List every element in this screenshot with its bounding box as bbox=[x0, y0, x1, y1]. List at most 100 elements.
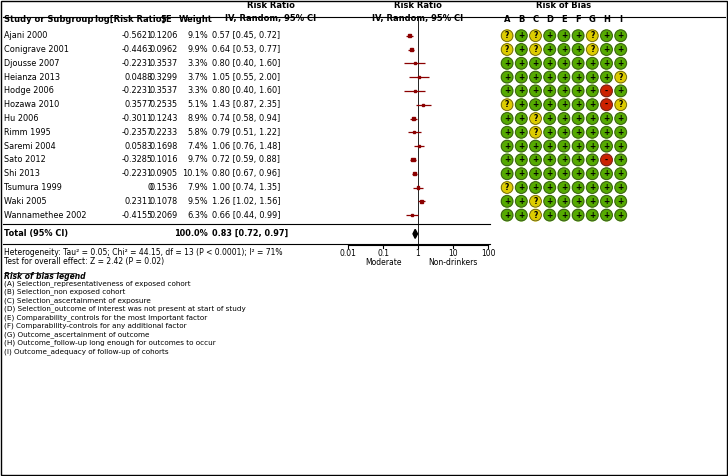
Circle shape bbox=[601, 71, 612, 83]
Text: 0.3577: 0.3577 bbox=[125, 100, 153, 109]
Circle shape bbox=[502, 85, 513, 97]
Bar bbox=[411, 159, 414, 161]
Circle shape bbox=[572, 140, 584, 152]
Text: ?: ? bbox=[534, 197, 538, 206]
Bar bbox=[416, 186, 419, 189]
Circle shape bbox=[587, 182, 598, 193]
Text: -0.4463: -0.4463 bbox=[122, 45, 153, 54]
Circle shape bbox=[601, 168, 612, 179]
Text: +: + bbox=[561, 169, 567, 178]
Circle shape bbox=[572, 209, 584, 221]
Text: 0.01: 0.01 bbox=[339, 249, 357, 258]
Circle shape bbox=[572, 30, 584, 41]
Text: -: - bbox=[605, 155, 608, 164]
Text: 0.1: 0.1 bbox=[377, 249, 389, 258]
Circle shape bbox=[502, 113, 513, 124]
Circle shape bbox=[601, 154, 612, 166]
Text: +: + bbox=[532, 73, 539, 81]
Text: +: + bbox=[575, 87, 581, 95]
Circle shape bbox=[530, 127, 542, 138]
Circle shape bbox=[558, 71, 570, 83]
Text: +: + bbox=[575, 73, 581, 81]
Circle shape bbox=[515, 168, 527, 179]
Text: +: + bbox=[589, 87, 596, 95]
Text: +: + bbox=[617, 87, 624, 95]
Circle shape bbox=[544, 30, 555, 41]
Circle shape bbox=[530, 182, 542, 193]
Text: +: + bbox=[504, 128, 510, 137]
Text: 0.1698: 0.1698 bbox=[150, 141, 178, 150]
Text: 9.7%: 9.7% bbox=[187, 155, 208, 164]
Circle shape bbox=[572, 154, 584, 166]
Text: 3.3%: 3.3% bbox=[187, 87, 208, 95]
Text: +: + bbox=[547, 197, 553, 206]
Bar bbox=[418, 76, 420, 78]
Text: IV, Random, 95% CI: IV, Random, 95% CI bbox=[373, 14, 464, 23]
Text: Study or Subgroup: Study or Subgroup bbox=[4, 14, 93, 23]
Text: I: I bbox=[620, 14, 622, 23]
Text: ?: ? bbox=[505, 183, 510, 192]
Text: +: + bbox=[604, 73, 609, 81]
Text: +: + bbox=[617, 210, 624, 219]
Text: +: + bbox=[532, 87, 539, 95]
Circle shape bbox=[515, 44, 527, 55]
Text: 0.2535: 0.2535 bbox=[150, 100, 178, 109]
Text: Heianza 2013: Heianza 2013 bbox=[4, 73, 60, 81]
Text: ?: ? bbox=[534, 210, 538, 219]
Bar bbox=[414, 90, 416, 92]
Text: +: + bbox=[617, 197, 624, 206]
Circle shape bbox=[601, 127, 612, 138]
Text: -0.2357: -0.2357 bbox=[122, 128, 153, 137]
Text: 3.7%: 3.7% bbox=[187, 73, 208, 81]
Text: +: + bbox=[518, 128, 524, 137]
Circle shape bbox=[558, 44, 570, 55]
Circle shape bbox=[587, 58, 598, 69]
Text: +: + bbox=[604, 183, 609, 192]
Text: +: + bbox=[604, 114, 609, 123]
Circle shape bbox=[558, 154, 570, 166]
Text: 3.3%: 3.3% bbox=[187, 59, 208, 68]
Circle shape bbox=[558, 168, 570, 179]
Circle shape bbox=[587, 154, 598, 166]
Text: 0.2233: 0.2233 bbox=[150, 128, 178, 137]
Circle shape bbox=[615, 99, 627, 110]
Circle shape bbox=[544, 71, 555, 83]
Text: 0.1206: 0.1206 bbox=[150, 31, 178, 40]
Text: 0.2069: 0.2069 bbox=[150, 210, 178, 219]
Text: -0.5621: -0.5621 bbox=[122, 31, 153, 40]
Text: Sato 2012: Sato 2012 bbox=[4, 155, 46, 164]
Circle shape bbox=[587, 71, 598, 83]
Circle shape bbox=[558, 113, 570, 124]
Circle shape bbox=[515, 140, 527, 152]
Text: 0.79 [0.51, 1.22]: 0.79 [0.51, 1.22] bbox=[212, 128, 280, 137]
Text: F: F bbox=[575, 14, 581, 23]
Text: C: C bbox=[532, 14, 539, 23]
Text: Rimm 1995: Rimm 1995 bbox=[4, 128, 51, 137]
Circle shape bbox=[530, 71, 542, 83]
Circle shape bbox=[572, 168, 584, 179]
Text: +: + bbox=[561, 210, 567, 219]
Text: Djousse 2007: Djousse 2007 bbox=[4, 59, 60, 68]
Text: 0.1536: 0.1536 bbox=[150, 183, 178, 192]
Text: 0.3537: 0.3537 bbox=[150, 59, 178, 68]
Text: +: + bbox=[575, 210, 581, 219]
Bar bbox=[414, 62, 416, 64]
Text: +: + bbox=[604, 31, 609, 40]
Text: 0.80 [0.67, 0.96]: 0.80 [0.67, 0.96] bbox=[212, 169, 280, 178]
Text: +: + bbox=[532, 183, 539, 192]
Circle shape bbox=[544, 196, 555, 207]
Text: ?: ? bbox=[619, 100, 623, 109]
Circle shape bbox=[544, 182, 555, 193]
Text: +: + bbox=[504, 87, 510, 95]
Circle shape bbox=[544, 99, 555, 110]
Text: +: + bbox=[575, 59, 581, 68]
Bar bbox=[412, 117, 415, 120]
Text: +: + bbox=[532, 169, 539, 178]
Text: 9.9%: 9.9% bbox=[187, 45, 208, 54]
Circle shape bbox=[615, 71, 627, 83]
Text: +: + bbox=[504, 155, 510, 164]
Bar bbox=[420, 200, 423, 203]
Text: Total (95% CI): Total (95% CI) bbox=[4, 229, 68, 238]
Text: -: - bbox=[605, 87, 608, 95]
Bar bbox=[413, 172, 416, 175]
